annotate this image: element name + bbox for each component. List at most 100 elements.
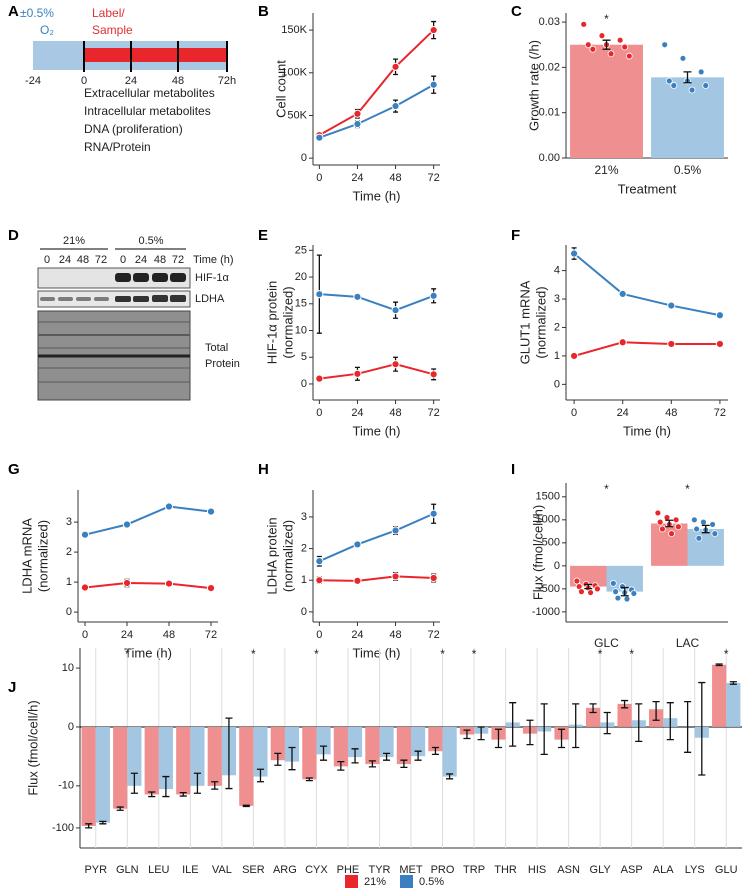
point [353, 119, 362, 129]
point [315, 557, 324, 566]
error-bar [414, 750, 422, 761]
error-bar [193, 772, 201, 794]
y-axis-title: (normalized) [280, 520, 295, 592]
timeline-label: -24 [25, 75, 41, 87]
y-tick-label: -500 [538, 583, 560, 595]
x-tick-label: LAC [676, 636, 700, 650]
error-bar [319, 745, 328, 761]
timeline-label: 24 [125, 75, 137, 87]
total-protein-bands [38, 321, 190, 383]
point [570, 249, 579, 258]
bar [127, 726, 142, 786]
x-tick-label: 0 [316, 172, 322, 184]
measurement: Intracellular metabolites [84, 104, 211, 118]
panel-label: C [511, 3, 522, 20]
panel-label: J [8, 679, 16, 696]
error-bar [368, 760, 376, 768]
data-point [654, 509, 662, 517]
x-tick-label: LYS [685, 864, 705, 876]
y-tick-label: 20 [295, 271, 307, 283]
x-tick-label: GLC [594, 636, 619, 650]
x-tick-label: CYX [305, 864, 328, 876]
lane-label: 48 [77, 254, 89, 266]
line [318, 512, 435, 563]
timeline-label: 72h [218, 75, 236, 87]
error-bar [225, 717, 233, 790]
error-bar [148, 791, 156, 798]
bar [411, 726, 426, 757]
data-point [688, 86, 696, 94]
y-tick-label: -1000 [532, 606, 560, 618]
y-tick-label: 25 [295, 244, 307, 256]
x-tick-label: 48 [665, 407, 677, 419]
data-point [674, 523, 682, 531]
error-bar [635, 703, 643, 743]
data-point [672, 516, 680, 524]
bar [95, 726, 110, 823]
y-tick-label: 0.02 [539, 61, 560, 73]
point [667, 339, 676, 349]
error-bar [701, 524, 710, 534]
panel-label: E [258, 227, 268, 244]
data-point [593, 585, 601, 593]
significance: * [440, 647, 445, 661]
x-axis-title: Time (h) [623, 423, 671, 438]
y-tick-label: 2 [66, 546, 72, 558]
x-tick-label: 48 [389, 407, 401, 419]
x-tick-label: 0.5% [674, 163, 702, 177]
data-point [616, 36, 624, 44]
y-tick-label: 150K [281, 24, 307, 36]
bar [442, 726, 457, 777]
x-tick-label: 24 [121, 629, 133, 641]
point [618, 338, 627, 347]
bar [712, 664, 727, 727]
bar [365, 726, 380, 765]
bar [333, 726, 348, 767]
error-bar [431, 746, 439, 755]
point [80, 530, 90, 539]
data-point [587, 589, 594, 596]
error-bar [351, 748, 359, 764]
data-point [693, 525, 701, 533]
line [319, 575, 434, 582]
x-axis-title: Time (h) [353, 188, 401, 203]
error-bar [652, 700, 660, 721]
error-bar [584, 583, 593, 590]
line [573, 252, 721, 317]
bar [428, 726, 443, 752]
point [391, 526, 400, 535]
blot-strip [37, 290, 191, 308]
error-bar [242, 804, 250, 808]
x-tick-label: HIS [528, 864, 546, 876]
point [315, 133, 324, 142]
y-tick-label: 4 [554, 265, 560, 277]
x-tick-label: GLN [116, 864, 139, 876]
x-tick-label: 72 [428, 172, 440, 184]
point [570, 351, 579, 361]
point [206, 507, 216, 516]
western-blot: D 21% 0.5% 0 24 48 72 0 24 48 72 Time (h… [8, 227, 240, 401]
bar [316, 726, 331, 755]
y-tick-label: 2 [554, 321, 560, 333]
error-bar [540, 703, 548, 755]
line [84, 505, 212, 536]
x-tick-label: 21% [594, 163, 618, 177]
y-tick-label: 0 [301, 378, 307, 390]
y-axis-title: (normalized) [35, 520, 50, 592]
error-bar [179, 791, 187, 797]
significance: * [724, 647, 729, 661]
error-bar [620, 586, 629, 597]
line [319, 363, 434, 380]
data-point [661, 41, 669, 49]
error-bar [99, 820, 107, 825]
error-bar [400, 759, 408, 768]
line [319, 83, 435, 139]
point [122, 578, 132, 588]
bar [687, 529, 724, 566]
bar [651, 77, 724, 158]
x-tick-label: ALA [653, 864, 674, 876]
bar [570, 44, 643, 158]
error-bar [288, 746, 296, 771]
significance: * [125, 647, 130, 661]
